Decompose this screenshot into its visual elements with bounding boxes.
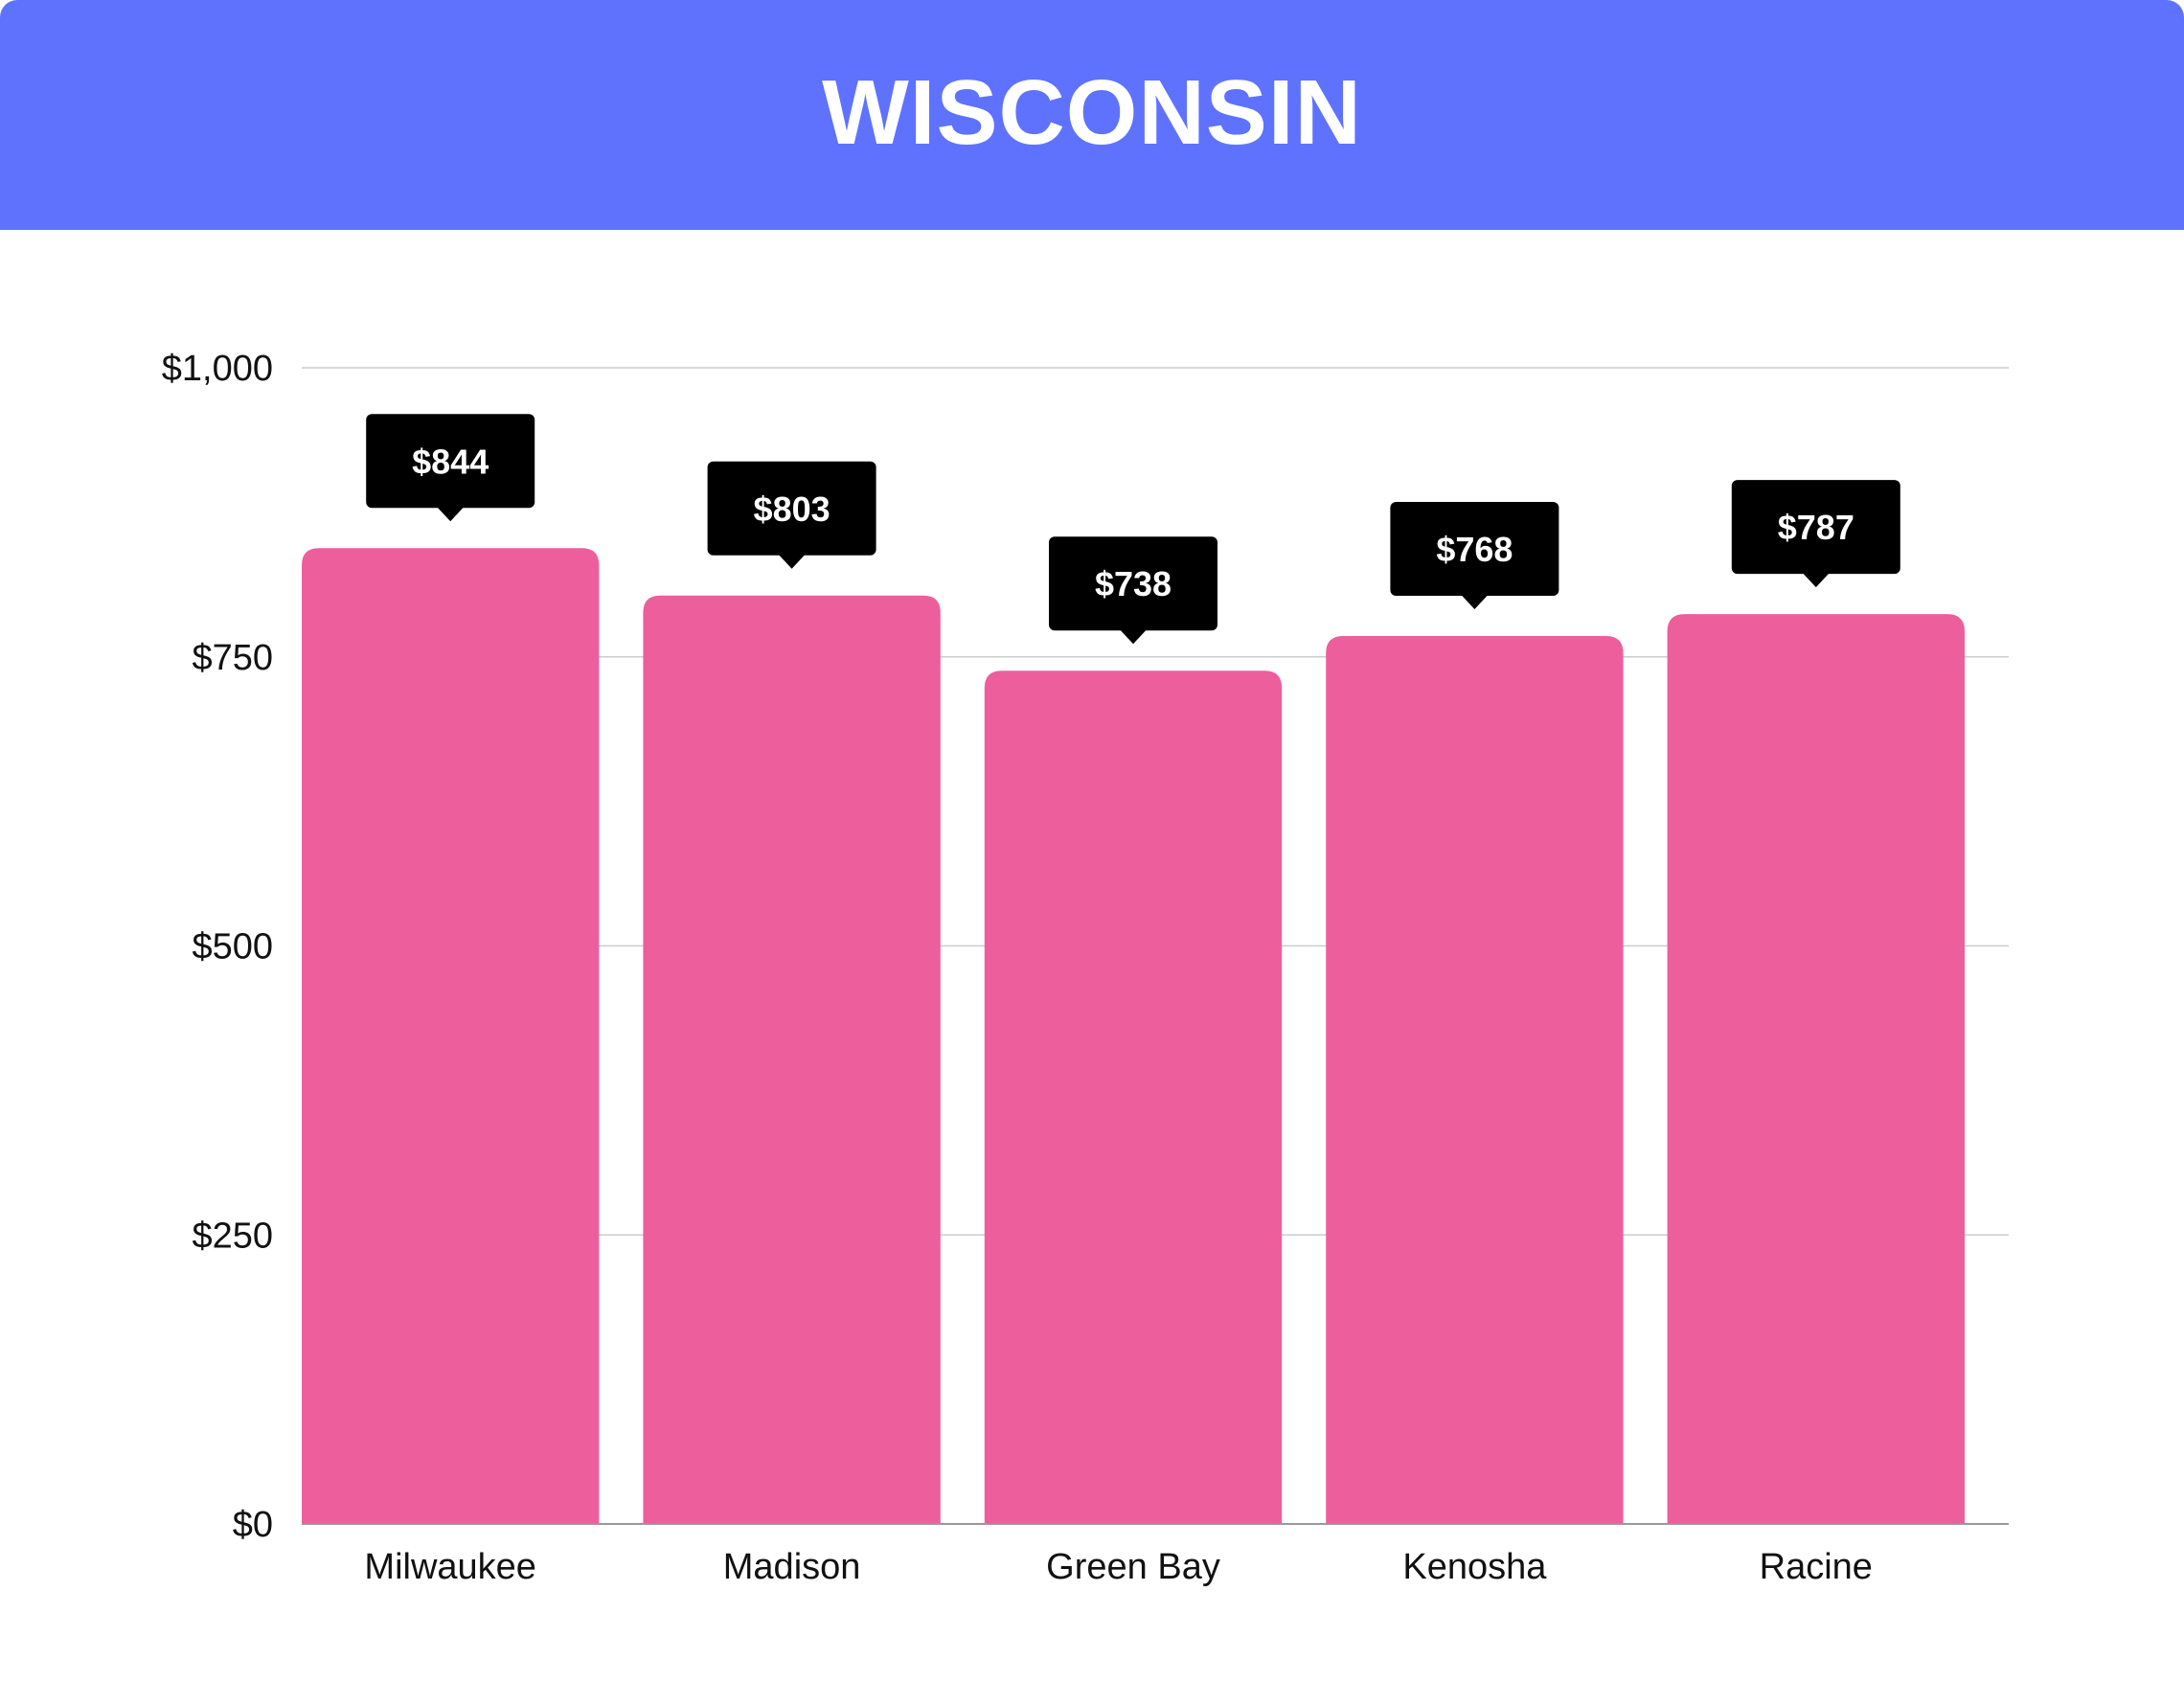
y-tick-label: $750 <box>192 638 273 678</box>
bar-madison <box>643 595 941 1524</box>
y-tick-label: $500 <box>192 927 273 967</box>
data-labels: $844 $803 $738 $768 $787 <box>366 414 1900 645</box>
y-tick-label: $1,000 <box>162 349 273 389</box>
data-label-box <box>1390 502 1559 597</box>
data-label-pointer <box>1802 573 1830 588</box>
y-tick-label: $250 <box>192 1216 273 1256</box>
data-label-text: $787 <box>1778 508 1854 547</box>
data-label-text: $768 <box>1436 530 1513 569</box>
data-label: $803 <box>707 461 876 569</box>
x-tick-label: Kenosha <box>1402 1547 1547 1587</box>
x-tick-label: Milwaukee <box>364 1547 536 1587</box>
y-axis-ticks: $0 $250 $500 $750 $1,000 <box>162 349 273 1545</box>
data-label-box <box>366 414 535 509</box>
data-label: $844 <box>366 414 535 522</box>
x-tick-label: Racine <box>1760 1547 1873 1587</box>
bars <box>302 548 1965 1524</box>
data-label: $787 <box>1731 480 1900 588</box>
data-label-text: $738 <box>1095 564 1172 603</box>
data-label: $768 <box>1390 502 1559 610</box>
y-tick-label: $0 <box>233 1505 273 1545</box>
header-banner: WISCONSIN <box>0 0 2184 230</box>
x-tick-label: Green Bay <box>1046 1547 1220 1587</box>
x-axis-labels: Milwaukee Madison Green Bay Kenosha Racine <box>364 1547 1873 1587</box>
data-label: $738 <box>1049 536 1217 645</box>
bar-green-bay <box>984 671 1283 1524</box>
data-label-box <box>707 461 876 556</box>
bar-kenosha <box>1326 636 1624 1524</box>
data-label-box <box>1731 480 1900 575</box>
data-label-text: $844 <box>412 442 489 481</box>
data-label-box <box>1049 536 1217 631</box>
data-label-pointer <box>437 507 465 522</box>
chart-title: WISCONSIN <box>822 61 1362 164</box>
bar-racine <box>1667 614 1965 1524</box>
data-label-text: $803 <box>754 489 830 529</box>
data-label-pointer <box>1461 595 1489 610</box>
data-label-pointer <box>1120 629 1147 645</box>
bar-milwaukee <box>302 548 600 1524</box>
data-label-pointer <box>778 554 806 569</box>
x-tick-label: Madison <box>723 1547 861 1587</box>
